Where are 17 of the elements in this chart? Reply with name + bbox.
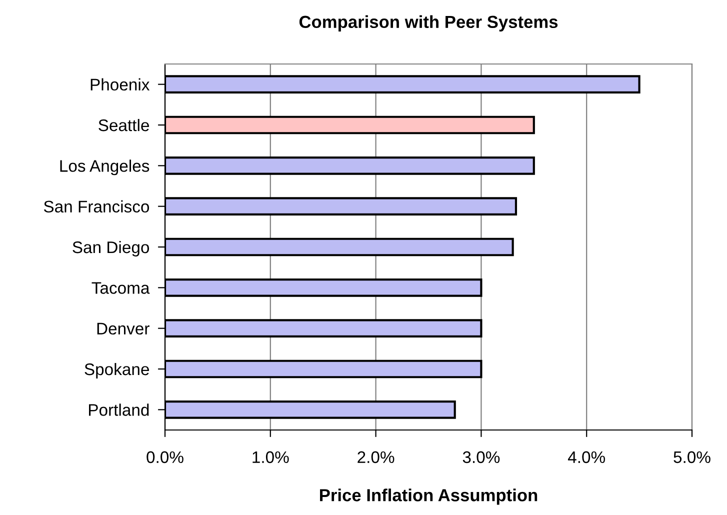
y-tick-label: Los Angeles: [60, 160, 150, 176]
y-tick-label: Phoenix: [90, 78, 150, 91]
y-tick-label: Spokane: [84, 362, 149, 378]
x-tick-label: 4.0%: [568, 451, 605, 464]
y-tick-label: Tacoma: [92, 282, 150, 294]
x-tick-label: 0.0%: [146, 451, 184, 464]
x-tick-label: 2.0%: [358, 451, 394, 464]
x-tick-label: 5.0%: [674, 451, 710, 464]
x-tick-label: 3.0%: [462, 451, 500, 464]
y-tick-label: Denver: [97, 322, 150, 335]
chart-title: Comparison with Peer Systems: [299, 15, 558, 32]
y-tick-label: Portland: [89, 404, 149, 416]
x-tick-label: 1.0%: [252, 451, 289, 464]
y-tick-label: San Francisco: [44, 200, 150, 213]
y-tick-label: Seattle: [98, 118, 149, 132]
x-axis-title: Price Inflation Assumption: [320, 488, 538, 505]
y-tick-label: San Diego: [72, 240, 150, 256]
